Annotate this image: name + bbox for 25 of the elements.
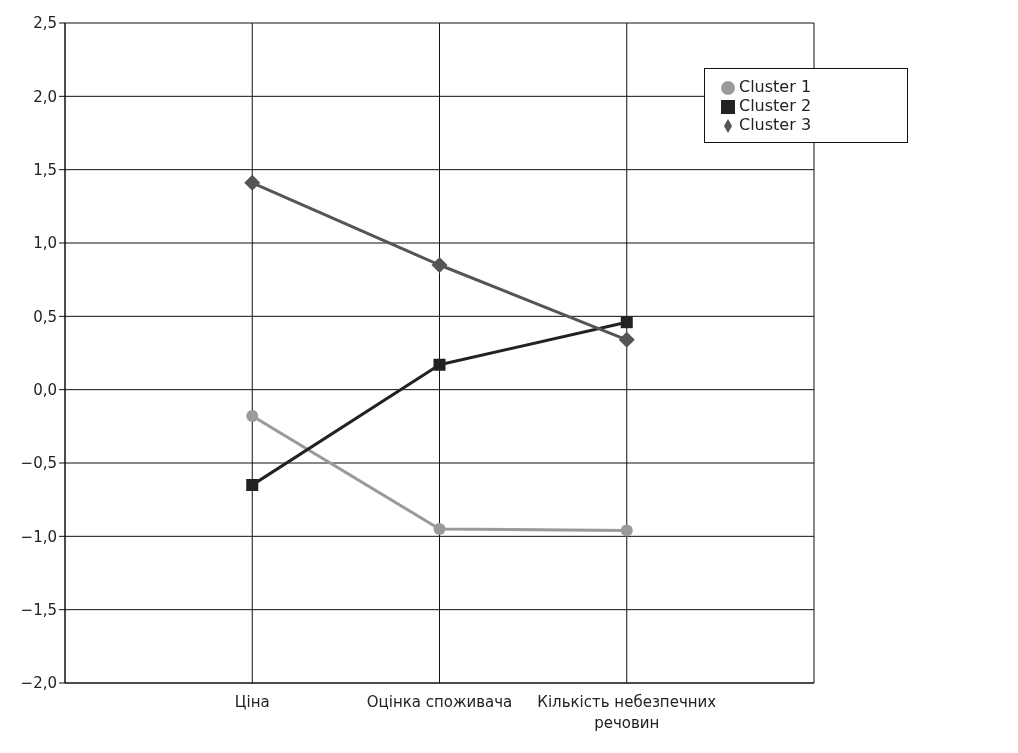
legend-label: Cluster 3 [739, 115, 812, 134]
point [433, 523, 446, 535]
point [618, 331, 635, 348]
y-tick-label: 1,5 [33, 160, 57, 179]
x-tick-label: Кількість небезпечних речовин [537, 693, 717, 732]
y-tick-label: −1,0 [20, 527, 57, 546]
y-tick-label: 0,5 [33, 307, 57, 326]
x-tick-label: Ціна [234, 693, 270, 711]
y-tick-label: 1,0 [33, 234, 57, 253]
legend-label: Cluster 1 [739, 77, 812, 96]
point [433, 358, 446, 371]
point [246, 479, 259, 491]
point [620, 524, 633, 537]
y-tick-label: −0,5 [20, 454, 57, 473]
point [246, 410, 259, 423]
x-tick-label: Оцінка споживача [366, 693, 513, 711]
point [620, 316, 633, 329]
y-tick-label: 2,0 [33, 87, 57, 106]
legend-label: Cluster 2 [739, 96, 812, 115]
y-tick-label: −1,5 [20, 600, 57, 619]
y-tick-label: 2,5 [33, 14, 57, 33]
point [244, 174, 261, 191]
point [431, 257, 448, 273]
y-tick-label: −2,0 [20, 674, 57, 693]
y-tick-label: 0,0 [33, 380, 57, 399]
